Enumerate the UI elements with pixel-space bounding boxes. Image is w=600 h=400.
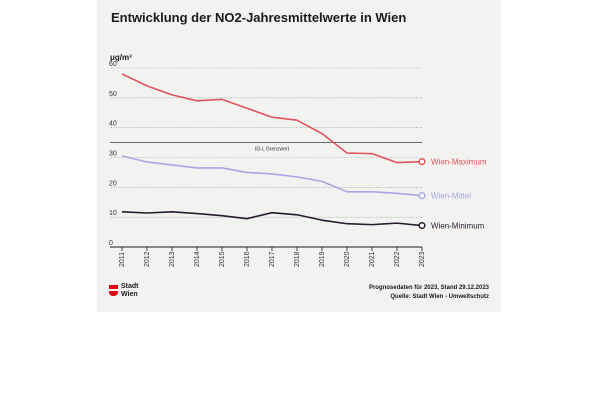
stadt-wien-logo: Stadt Wien <box>109 282 149 306</box>
x-tick-label: 2018 <box>294 251 301 267</box>
axes: 0 10 20 30 40 50 60 2011 2012 2013 2014 2015 2016 201… <box>109 61 426 267</box>
series-end-marker <box>418 158 426 166</box>
limit-label: IG-L Grenzwert <box>255 147 290 153</box>
wien-flag-icon <box>109 285 118 296</box>
reference-line-group: IG-L Grenzwert <box>110 142 422 153</box>
x-tick-label: 2017 <box>269 251 276 267</box>
grid <box>111 67 422 218</box>
series-line <box>121 210 423 227</box>
chart-card: Entwicklung der NO2-Jahresmittelwerte in… <box>97 0 501 312</box>
series-line <box>121 155 423 197</box>
x-tick-label: 2023 <box>419 251 426 267</box>
x-tick-label: 2020 <box>344 251 351 267</box>
x-tick-label: 2012 <box>144 251 151 267</box>
series-end-marker <box>418 192 426 200</box>
y-tick-label: 30 <box>109 151 117 158</box>
y-tick-label: 40 <box>109 121 117 128</box>
forecast-note: Prognosedaten für 2023, Stand 29.12.2023 <box>368 285 489 291</box>
y-tick-label: 0 <box>109 240 113 247</box>
chart-title: Entwicklung der NO2-Jahresmittelwerte in… <box>111 10 407 25</box>
x-tick-label: 2021 <box>369 251 376 267</box>
x-tick-label: 2022 <box>394 251 401 267</box>
series-label: Wien-Maximum <box>431 158 487 167</box>
series-group: Wien-Maximum Wien-Mittel Wien-Minimum <box>121 73 487 231</box>
line-chart: 0 10 20 30 40 50 60 2011 2012 2013 2014 2015 2016 201… <box>109 61 487 267</box>
x-tick-label: 2019 <box>319 251 326 267</box>
source-note: Quelle: Stadt Wien - Umweltschutz <box>390 294 489 300</box>
series-label: Wien-Minimum <box>431 222 485 231</box>
series-end-marker <box>418 221 426 230</box>
x-tick-label: 2015 <box>219 251 226 267</box>
x-tick-label: 2014 <box>194 251 201 267</box>
x-tick-label: 2016 <box>244 251 251 267</box>
series-label: Wien-Mittel <box>431 192 471 201</box>
y-tick-label: 10 <box>109 210 117 217</box>
x-tick-label: 2011 <box>119 252 126 267</box>
x-tick-label: 2013 <box>169 251 176 267</box>
y-tick-label: 20 <box>109 180 117 187</box>
y-axis-unit: μg/m³ <box>110 53 132 62</box>
logo-line-1: Stadt <box>121 283 139 290</box>
y-tick-label: 50 <box>109 91 117 98</box>
y-tick-label: 60 <box>109 61 117 68</box>
series-line <box>121 73 423 164</box>
logo-line-2: Wien <box>121 291 138 298</box>
